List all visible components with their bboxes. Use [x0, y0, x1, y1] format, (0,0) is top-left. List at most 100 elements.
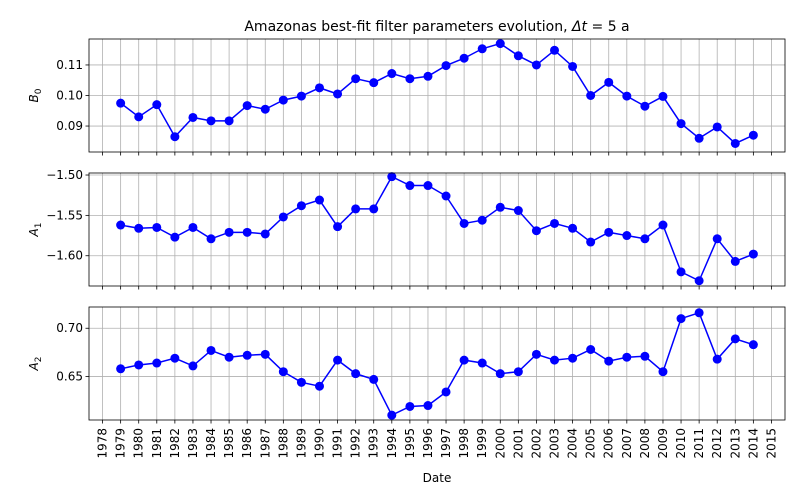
x-tick-label: 2008 [638, 428, 652, 459]
y-axis-label: A2 [27, 357, 44, 372]
y-tick-label: −1.55 [46, 208, 83, 222]
x-tick-label: 2015 [764, 428, 778, 459]
data-point [369, 204, 379, 214]
panel-3: 0.65 0.70 A2 1978 1979 1980 1981 1982 1983 1984 19… [27, 306, 786, 459]
y-tick-label: 0.70 [56, 321, 83, 335]
data-point [748, 340, 758, 350]
data-point [405, 401, 415, 411]
data-point [224, 227, 234, 237]
data-point [586, 91, 596, 100]
data-point [296, 377, 306, 387]
data-point [513, 367, 523, 377]
data-point [333, 222, 343, 232]
data-point [694, 133, 704, 143]
data-point [423, 181, 433, 191]
data-point [730, 138, 740, 148]
data-point [604, 77, 614, 87]
data-point [441, 191, 451, 201]
data-point [568, 223, 578, 233]
data-point [748, 249, 758, 259]
data-point [152, 358, 162, 368]
data-point [441, 387, 451, 397]
data-point [441, 61, 451, 71]
data-point [188, 222, 198, 232]
data-point [694, 276, 704, 286]
y-tick-label: 0.65 [56, 370, 83, 384]
y-axis-label: B0 [27, 88, 44, 102]
data-point [622, 231, 632, 241]
data-point [622, 352, 632, 362]
data-point [224, 116, 234, 126]
data-point [586, 344, 596, 354]
x-tick-label: 2003 [548, 428, 562, 459]
data-point [477, 44, 487, 54]
data-point [658, 91, 668, 101]
data-point [622, 91, 632, 101]
data-point [495, 39, 505, 49]
x-tick-label: 1986 [240, 428, 254, 459]
x-tick-label: 2005 [584, 428, 598, 459]
series-line [120, 42, 754, 145]
data-point [278, 212, 288, 222]
data-point [260, 229, 270, 239]
x-tick-label: 1994 [385, 428, 399, 459]
axes-frame [88, 306, 786, 421]
data-point [550, 218, 560, 228]
data-point [116, 220, 126, 230]
panel-1: 0.09 0.10 0.11 B0 [27, 38, 786, 156]
data-point [495, 202, 505, 212]
x-tick-label: 2014 [746, 428, 760, 459]
data-point [531, 226, 541, 236]
x-tick-label: 1978 [96, 428, 110, 459]
data-point [387, 69, 397, 79]
data-point [351, 74, 361, 84]
x-tick-label: 1980 [132, 428, 146, 459]
data-point [278, 367, 288, 377]
data-point [152, 222, 162, 232]
x-tick-label: 1987 [258, 428, 272, 459]
data-point [296, 201, 306, 211]
x-tick-label: 2012 [710, 428, 724, 459]
x-tick-label: 1992 [349, 428, 363, 459]
y-tick-label: 0.09 [56, 119, 83, 133]
data-point [405, 181, 415, 191]
data-point [296, 91, 306, 101]
data-point [134, 360, 144, 370]
x-tick-label: 2006 [602, 428, 616, 459]
data-point [550, 45, 560, 55]
x-tick-label: 1995 [403, 428, 417, 459]
data-point [314, 83, 324, 93]
data-point [550, 355, 560, 365]
data-point [513, 206, 523, 216]
x-tick-label: 1990 [312, 428, 326, 459]
data-point [658, 220, 668, 230]
x-tick-label: 1984 [204, 428, 218, 459]
y-axis-label: A1 [27, 223, 44, 238]
x-tick-label: 2007 [620, 428, 634, 459]
data-point [477, 215, 487, 225]
x-tick-label: 1997 [439, 428, 453, 459]
data-point [170, 132, 180, 142]
data-point [242, 350, 252, 360]
x-tick-label: 2013 [728, 428, 742, 459]
data-point [658, 367, 668, 377]
x-tick-label: 2001 [511, 428, 525, 459]
data-point [423, 401, 433, 411]
data-point [387, 410, 397, 420]
x-tick-label: 1999 [475, 428, 489, 459]
data-point [640, 234, 650, 244]
y-tick-label: 0.11 [56, 58, 83, 72]
data-point [712, 122, 722, 132]
data-point [423, 71, 433, 81]
x-tick-label: 1996 [421, 428, 435, 459]
data-point [260, 104, 270, 114]
data-point [333, 89, 343, 99]
data-point [730, 334, 740, 344]
data-point [152, 100, 162, 110]
data-point [712, 234, 722, 244]
x-tick-label: 2010 [674, 428, 688, 459]
data-point [531, 349, 541, 359]
x-tick-label: 1981 [150, 428, 164, 459]
